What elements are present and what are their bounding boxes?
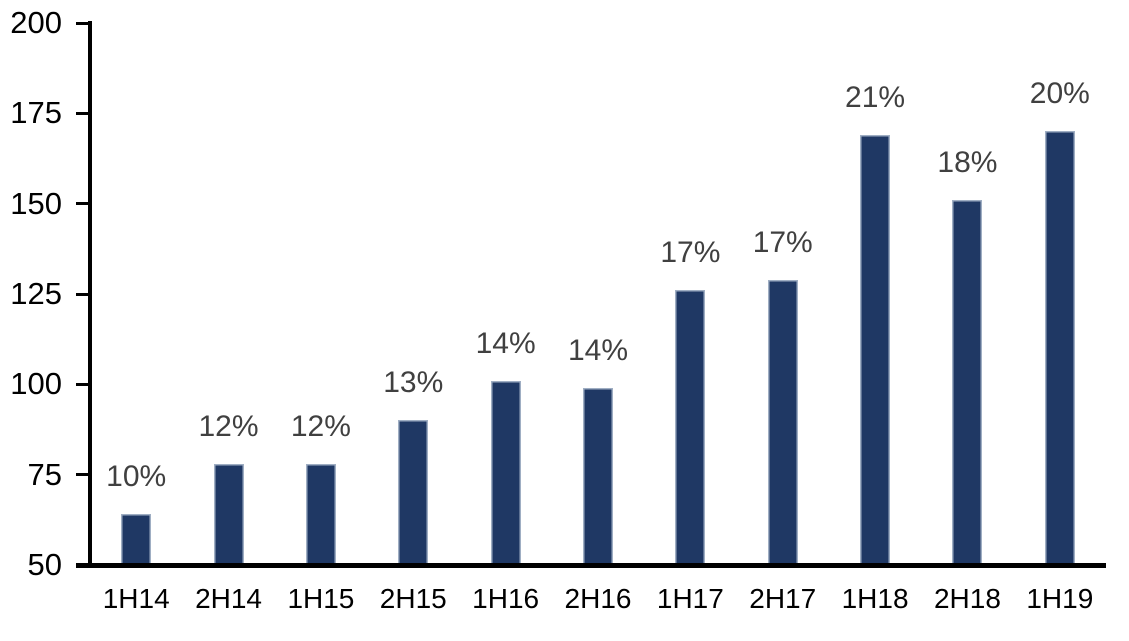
x-tick-label: 1H18	[841, 583, 909, 614]
y-tick-mark	[76, 292, 88, 296]
bar-2H15	[398, 420, 429, 565]
y-tick-mark	[76, 473, 88, 477]
x-tick-label: 2H16	[564, 583, 632, 614]
bar-value-label: 12%	[290, 409, 351, 443]
bar-1H18	[860, 135, 891, 565]
x-tick-label: 2H15	[379, 583, 447, 614]
bar-1H16	[490, 380, 521, 565]
bar-value-label: 12%	[198, 409, 259, 443]
bar-2H14	[213, 463, 244, 565]
y-tick-label: 150	[10, 185, 62, 221]
y-tick-label: 200	[10, 5, 62, 40]
y-tick-mark	[76, 202, 88, 206]
bar-1H17	[675, 290, 706, 565]
y-tick-label: 100	[10, 366, 62, 402]
bar-1H19	[1044, 131, 1075, 565]
y-tick-mark	[76, 111, 88, 115]
y-tick-label: 75	[27, 456, 62, 492]
bar-value-label: 21%	[845, 81, 906, 114]
bar-1H15	[305, 463, 336, 565]
bar-value-label: 14%	[475, 326, 536, 360]
bar-value-label: 10%	[106, 460, 167, 494]
bar-1H14	[121, 514, 152, 565]
bar-2H16	[583, 387, 613, 565]
bar-value-label: 13%	[383, 366, 444, 400]
x-tick-label: 1H17	[656, 583, 724, 614]
y-tick-label: 175	[10, 95, 62, 131]
bar-value-label: 17%	[660, 236, 721, 270]
bar-2H17	[767, 279, 798, 565]
x-tick-label: 1H15	[287, 583, 355, 614]
x-tick-label: 1H19	[1026, 583, 1094, 614]
bar-value-label: 18%	[937, 146, 998, 180]
y-tick-mark	[76, 21, 88, 25]
bar-value-label: 20%	[1029, 77, 1090, 111]
y-tick-label: 125	[10, 276, 62, 311]
x-tick-label: 1H16	[472, 583, 540, 614]
x-tick-label: 2H18	[933, 583, 1001, 614]
y-tick-label: 50	[27, 547, 62, 582]
bar-value-label: 14%	[567, 333, 629, 367]
x-tick-label: 1H14	[102, 583, 170, 614]
x-axis-line	[76, 563, 1106, 568]
y-tick-mark	[76, 382, 88, 386]
x-tick-label: 2H17	[749, 583, 817, 614]
bar-value-label: 17%	[752, 225, 813, 259]
y-axis-line	[88, 21, 92, 567]
x-tick-label: 2H14	[195, 583, 262, 614]
bar-2H18	[952, 200, 983, 565]
